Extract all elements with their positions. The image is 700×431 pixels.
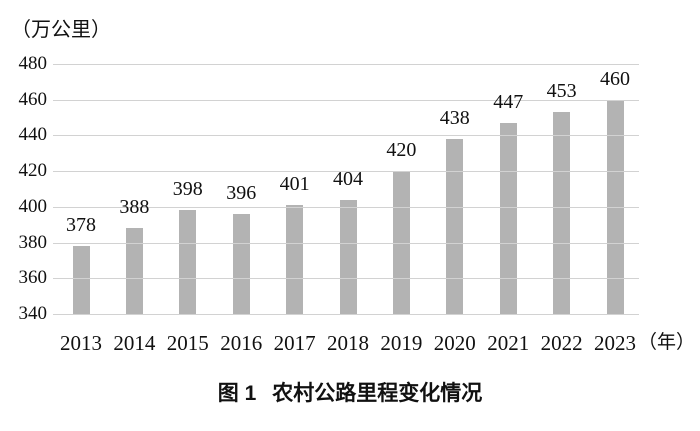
bar [232, 214, 250, 314]
figure-title: 农村公路里程变化情况 [272, 382, 483, 405]
y-tick-label: 340 [18, 303, 48, 324]
gridline [53, 206, 639, 208]
bar [286, 205, 304, 314]
x-axis-unit-label: （年） [638, 332, 696, 353]
y-tick-label: 380 [18, 231, 48, 253]
gridline [53, 242, 639, 244]
bar [553, 112, 571, 314]
x-tick-label: 2018 [327, 331, 369, 355]
x-tick-label: 2019 [380, 331, 423, 355]
bar [125, 228, 143, 314]
bar-value-label: 453 [546, 80, 577, 103]
bar-value-label: 398 [172, 178, 203, 201]
bar-value-label: 378 [66, 214, 96, 237]
figure-number: 图 1 [217, 382, 257, 405]
y-tick-label: 400 [18, 195, 48, 217]
y-tick-label: 420 [18, 160, 48, 182]
x-tick-label: 2017 [273, 331, 316, 355]
bar-value-label: 447 [493, 90, 524, 113]
bar [446, 139, 464, 314]
bar [72, 246, 90, 314]
y-tick-label: 440 [18, 124, 48, 146]
gridline [53, 278, 639, 280]
bar-value-label: 396 [226, 182, 257, 204]
gridline [53, 135, 639, 137]
y-tick-label: 460 [18, 88, 48, 110]
gridline [53, 99, 639, 101]
gridline [53, 64, 639, 65]
y-tick-label: 480 [18, 53, 48, 74]
bar [499, 122, 517, 314]
x-tick-label: 2020 [433, 331, 476, 355]
x-tick-label: 2015 [166, 331, 209, 355]
bar-value-label: 420 [386, 139, 417, 162]
x-tick-label: 2022 [540, 331, 583, 355]
bar-value-label: 388 [119, 196, 150, 219]
bar [339, 199, 357, 314]
x-tick-label: 2014 [113, 331, 156, 355]
bar-value-label: 460 [600, 67, 630, 90]
x-tick-label: 2021 [487, 331, 530, 355]
gridline [53, 171, 639, 173]
y-tick-label: 360 [18, 267, 48, 289]
gridline [53, 314, 639, 315]
figure-caption: 图 1 农村公路里程变化情况 [0, 377, 700, 407]
x-tick-label: 2013 [60, 331, 102, 355]
bar [179, 210, 197, 314]
bar-value-label: 438 [439, 107, 470, 129]
x-tick-label: 2023 [594, 331, 636, 355]
bar-value-label: 404 [333, 167, 363, 190]
x-tick-label: 2016 [220, 331, 263, 355]
bar-value-label: 401 [279, 173, 310, 196]
y-axis-unit-label: （万公里） [11, 19, 111, 41]
